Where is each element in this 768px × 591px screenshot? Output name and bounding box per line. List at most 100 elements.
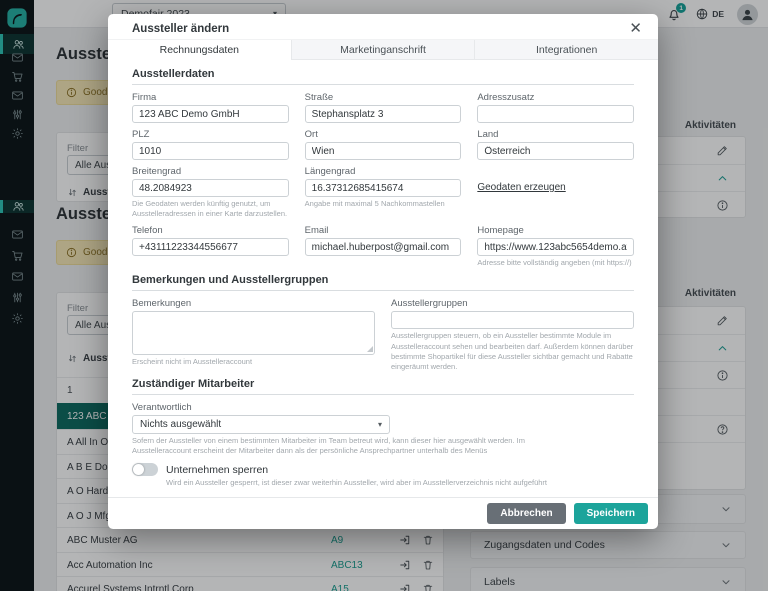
sidebar-item-inbox[interactable] [0,48,34,67]
exhibitor-code-link[interactable]: ABC13 [331,559,363,571]
section-labels[interactable]: Labels [470,567,746,591]
bell-icon [669,10,679,21]
exhibitor-name: Accurel Systems Intrntl Corp [67,583,194,591]
land-field[interactable] [477,142,634,160]
sidebar-item-messages[interactable] [0,267,34,286]
telefon-field[interactable] [132,238,289,257]
sort-icon [68,354,76,363]
activity-row[interactable] [471,137,745,164]
language-switcher[interactable]: DE [695,7,724,21]
login-as-icon[interactable] [399,534,411,546]
strasse-label: Straße [304,92,334,103]
save-button[interactable]: Speichern [573,503,648,524]
bemerkungen-help: Erscheint nicht im Ausstelleraccount [132,357,253,367]
modal-header: Aussteller ändern ✕ [108,14,658,39]
section-title-ausstellerdaten: Ausstellerdaten [132,68,215,80]
modal-tabs: Rechnungsdaten Marketinganschrift Integr… [108,39,659,60]
plz-field[interactable] [132,142,289,160]
modal-footer: Abbrechen Speichern [108,497,658,529]
homepage-field[interactable] [477,238,634,257]
chevron-down-icon [722,580,730,585]
email-field[interactable] [304,238,462,257]
sidebar-item-settings-sliders[interactable] [0,288,34,307]
cart-icon [11,72,22,82]
adresszusatz-label: Adresszusatz [477,92,535,103]
sidebar-item-messages[interactable] [0,86,34,105]
filter-select-value: Alle Aussteller [75,319,138,331]
login-as-icon[interactable] [399,583,411,591]
firma-label: Firma [132,92,157,103]
close-icon[interactable]: ✕ [629,20,642,37]
activity-row[interactable] [471,307,745,334]
chevron-down-icon [722,507,730,512]
tab-integrationen[interactable]: Integrationen [474,40,659,60]
app-logo-icon [7,8,27,28]
sliders-icon [12,292,22,303]
sidebar-item-config[interactable] [0,124,34,143]
filter-label: Filter [67,143,89,154]
breitengrad-field[interactable] [132,179,289,197]
laengengrad-label: Längengrad [304,166,356,177]
ausstellergruppen-label: Ausstellergruppen [391,298,468,310]
geodaten-erzeugen-link[interactable]: Geodaten erzeugen [477,182,566,193]
homepage-label: Homepage [477,225,524,237]
trash-icon[interactable] [422,534,434,546]
verantwortlich-help: Sofern der Aussteller von einem bestimmt… [132,435,525,455]
sidebar-item-exhibitors[interactable] [0,200,34,213]
table-row[interactable]: Accurel Systems Intrntl Corp A15 [57,576,443,591]
question-circle-icon [717,423,728,435]
sidebar-item-config[interactable] [0,309,34,328]
sidebar-item-shop[interactable] [0,246,34,265]
firma-field[interactable] [132,105,289,123]
exhibitor-code-link[interactable]: A9 [331,534,344,546]
exhibitor-name: ABC Muster AG [67,534,138,546]
bemerkungen-textarea[interactable] [132,311,375,356]
chevron-down-icon: ▾ [273,9,277,18]
exhibitor-name: A All In One Co [67,436,135,448]
laengengrad-field[interactable] [304,179,462,197]
trash-icon[interactable] [422,559,434,571]
tab-rechnungsdaten[interactable]: Rechnungsdaten [108,40,291,60]
modal-title: Aussteller ändern [132,22,230,35]
users-icon [13,202,24,211]
cancel-button[interactable]: Abbrechen [487,503,566,524]
ort-field[interactable] [304,142,462,160]
topbar-actions: 1 DE [666,0,758,28]
unternehmen-sperren-toggle[interactable] [132,463,158,477]
notifications-button[interactable]: 1 [666,3,687,22]
info-circle-icon [717,369,728,381]
exhibitor-name: A O J Mfg Co [67,510,127,522]
sidebar-item-inbox[interactable] [0,225,34,244]
verantwortlich-select-value: Nichts ausgewählt [140,418,222,430]
user-avatar[interactable] [737,3,758,25]
breitengrad-label: Breitengrad [132,166,182,177]
trash-icon[interactable] [422,583,434,591]
unternehmen-sperren-label: Unternehmen sperren [166,463,269,476]
column-header-aussteller[interactable]: Aussteller [67,353,131,364]
column-header-aussteller[interactable]: Aussteller [67,187,131,198]
laengengrad-help: Angabe mit maximal 5 Nachkommastellen [304,199,445,208]
table-row[interactable]: Acc Automation Inc ABC13 [57,552,443,577]
section-title-bemerkungen: Bemerkungen und Ausstellergruppen [132,274,329,287]
tab-marketinganschrift[interactable]: Marketinganschrift [290,40,475,60]
land-label: Land [477,129,499,140]
edit-exhibitor-modal: Aussteller ändern ✕ Rechnungsdaten Marke… [108,14,659,529]
sidebar-item-shop[interactable] [0,67,34,86]
verantwortlich-select[interactable]: Nichts ausgewählt ▾ [132,414,390,434]
person-icon [742,9,753,20]
sidebar-item-exhibitors[interactable] [0,34,34,54]
section-zugangsdaten[interactable]: Zugangsdaten und Codes [470,531,746,559]
exhibitor-name: Acc Automation Inc [67,559,153,571]
login-as-icon[interactable] [399,559,411,571]
unternehmen-sperren-help: Wird ein Aussteller gesperrt, ist dieser… [166,478,547,488]
strasse-field[interactable] [304,105,462,123]
edit-icon [717,316,727,326]
edit-icon [717,146,727,156]
section-title-mitarbeiter: Zuständiger Mitarbeiter [132,377,255,390]
sidebar-item-settings-sliders[interactable] [0,105,34,124]
row-actions [399,583,434,591]
adresszusatz-field[interactable] [477,105,634,123]
homepage-help: Adresse bitte vollständig angeben (mit h… [477,258,632,268]
ausstellergruppen-field[interactable] [391,311,634,330]
exhibitor-code-link[interactable]: A15 [331,583,349,591]
